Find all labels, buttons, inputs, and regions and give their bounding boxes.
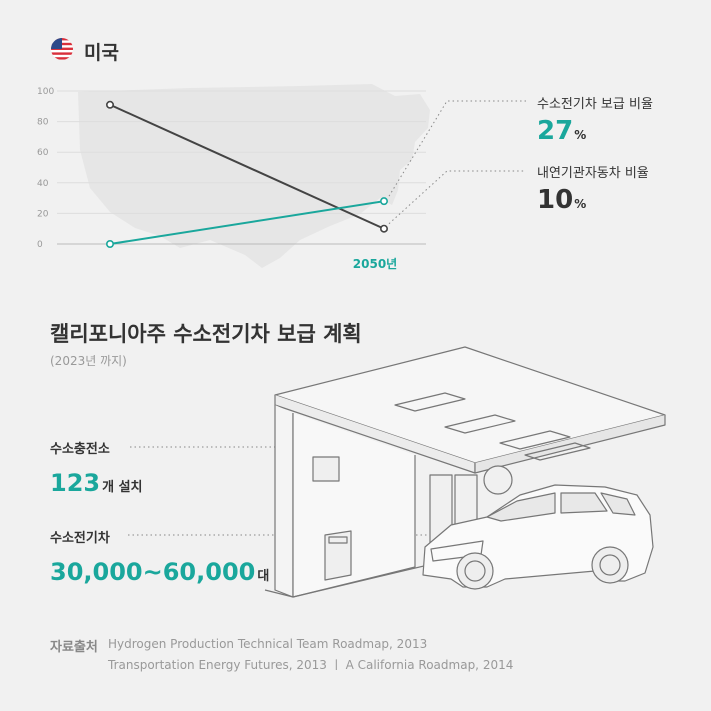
leader-ice xyxy=(388,170,526,225)
series-point xyxy=(106,240,115,249)
line-chart: 100 80 60 40 20 0 2050년 xyxy=(37,84,526,271)
y-tick-label: 60 xyxy=(37,148,49,158)
vehicles-label: 수소전기차 xyxy=(50,531,110,546)
annotation-ice-label: 내연기관자동차 비율 xyxy=(537,166,649,181)
stations-number: 123 xyxy=(50,469,101,497)
series-line-1 xyxy=(109,200,385,245)
annotation-hydrogen-number: 27 xyxy=(537,116,574,146)
station-illustration xyxy=(264,346,666,598)
annotation-hydrogen-label: 수소전기차 보급 비율 xyxy=(537,97,653,112)
sources-heading: 자료출처 xyxy=(50,640,98,655)
stations-block: 수소충전소 123 개 설치 xyxy=(50,438,143,495)
y-tick-label: 100 xyxy=(37,87,54,97)
series-point xyxy=(106,100,115,109)
y-tick-label: 40 xyxy=(37,179,49,189)
country-header: 미국 xyxy=(50,38,119,64)
annotation-ice: 내연기관자동차 비율 10% xyxy=(537,162,649,213)
annotation-hydrogen-value: 27% xyxy=(537,118,653,144)
annotation-hydrogen-unit: % xyxy=(574,128,587,142)
vehicles-value: 30,000~60,000 대 xyxy=(50,560,269,584)
annotation-hydrogen: 수소전기차 보급 비율 27% xyxy=(537,93,653,144)
annotation-ice-unit: % xyxy=(574,197,587,211)
y-tick-label: 80 xyxy=(37,118,49,128)
annotation-ice-value: 10% xyxy=(537,187,649,213)
vehicles-block: 수소전기차 30,000~60,000 대 xyxy=(50,527,269,584)
stations-unit: 개 설치 xyxy=(102,480,143,495)
leader-hydrogen xyxy=(388,100,526,197)
series-point xyxy=(379,224,388,233)
y-tick-label: 20 xyxy=(37,209,49,219)
x-tick-label-2050: 2050년 xyxy=(353,257,397,271)
source-line-1: Hydrogen Production Technical Team Roadm… xyxy=(108,637,428,651)
us-flag-icon xyxy=(50,37,74,65)
stations-value: 123 개 설치 xyxy=(50,471,143,495)
y-tick-label: 0 xyxy=(37,240,43,250)
source-line-2: Transportation Energy Futures, 2013 ㅣ A … xyxy=(108,658,514,672)
california-subtitle: (2023년 까지) xyxy=(50,354,127,368)
vehicles-number: 30,000~60,000 xyxy=(50,558,256,586)
series-point xyxy=(379,197,388,206)
stations-label: 수소충전소 xyxy=(50,442,110,457)
california-title: 캘리포니아주 수소전기차 보급 계획 xyxy=(50,322,362,346)
annotation-ice-number: 10 xyxy=(537,185,574,215)
country-name: 미국 xyxy=(84,41,119,64)
vehicles-unit: 대 xyxy=(257,569,270,584)
